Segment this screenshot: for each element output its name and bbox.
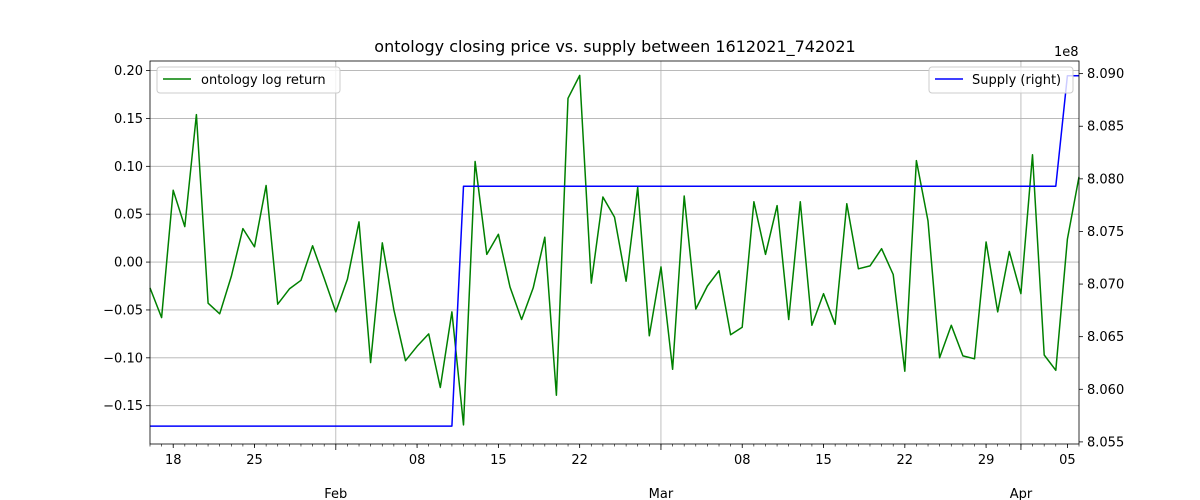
x-minor-tick-label: 15 [490,453,507,468]
chart-title: ontology closing price vs. supply betwee… [374,37,855,57]
y-left-tick-label: 0.00 [114,256,143,271]
x-minor-tick-label: 25 [246,453,263,468]
y-left-tick-label: 0.10 [114,160,143,175]
x-minor-tick-label: 18 [165,453,182,468]
y-right-tick-label: 8.085 [1087,120,1124,135]
y-right-tick-label: 8.055 [1087,435,1124,450]
y-left-tick-label: 0.05 [114,208,143,223]
y-right-tick-label: 8.090 [1087,67,1124,82]
y-left-tick-label: −0.10 [103,351,143,366]
x-minor-tick-label: 15 [815,453,832,468]
y-right-tick-label: 8.070 [1087,278,1124,293]
y-right-tick-label: 8.080 [1087,172,1124,187]
axes: −0.15 −0.10 −0.05 0.00 0.05 0.10 0.15 0.20 8.055… [103,60,1124,500]
x-minor-tick-label: 08 [734,453,751,468]
x-minor-tick-label: 22 [897,453,914,468]
x-major-tick-label: Feb [324,487,347,500]
legend-right-box [928,66,1074,94]
series-layer [149,74,1080,427]
legend-right: Supply (right) [928,66,1074,94]
series-line-supply [150,74,1079,427]
y-right-tick-label: 8.060 [1087,383,1124,398]
series-line-log-return [149,74,1080,426]
y-left-tick-label: −0.15 [103,399,143,414]
legend-left-label: ontology log return [201,73,326,88]
x-minor-tick-label: 05 [1059,453,1076,468]
x-minor-tick-label: 08 [409,453,426,468]
y-left-tick-label: 0.15 [114,112,143,127]
legend-left-box [156,66,341,94]
y-right-tick-label: 8.075 [1087,225,1124,240]
grid [150,61,1079,444]
x-major-tick-label: Mar [649,487,674,500]
y-left-tick-label: 0.20 [114,64,143,79]
x-major-tick-label: Apr [1010,487,1033,500]
right-axis-multiplier: 1e8 [1054,45,1079,60]
legend-left: ontology log return [156,66,341,94]
legend-right-label: Supply (right) [972,73,1061,88]
y-left-tick-label: −0.05 [103,303,143,318]
x-minor-tick-label: 29 [978,453,995,468]
y-right-tick-label: 8.065 [1087,330,1124,345]
x-minor-tick-label: 22 [571,453,588,468]
